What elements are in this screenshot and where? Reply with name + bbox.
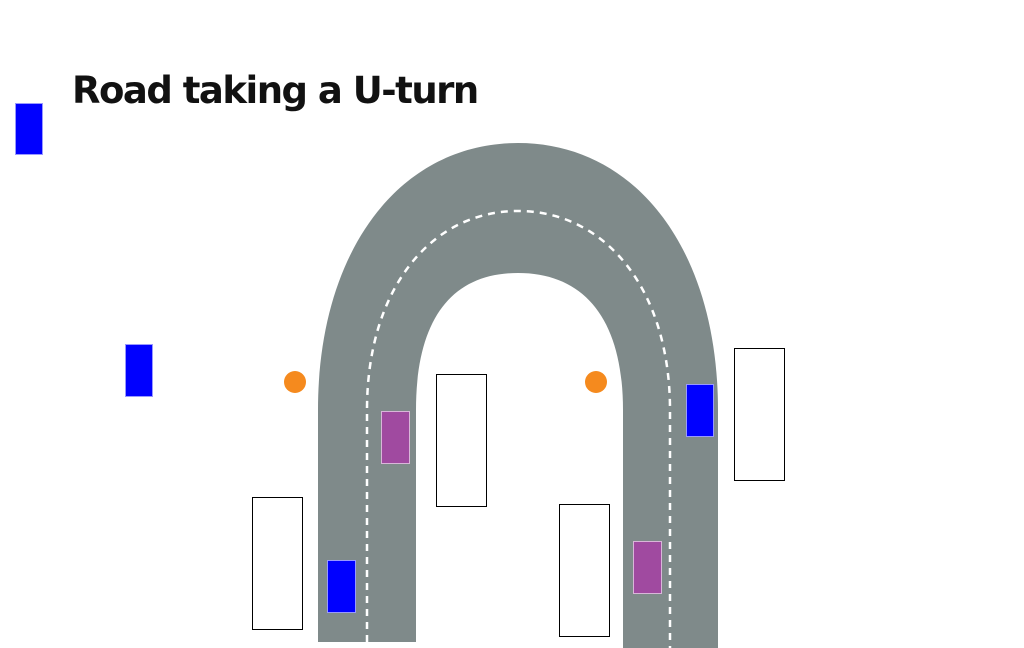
road-surface xyxy=(318,143,718,648)
parking-slot-inner-right[interactable] xyxy=(559,504,610,637)
player-car-left-lane[interactable] xyxy=(327,560,356,613)
traffic-car-right-lane[interactable] xyxy=(633,541,662,594)
parking-slot-inner-left[interactable] xyxy=(436,374,487,507)
lane-divider xyxy=(365,209,672,648)
player-car-legend[interactable] xyxy=(15,103,43,155)
page-title: Road taking a U-turn xyxy=(72,69,479,112)
player-car-left-field[interactable] xyxy=(125,344,153,397)
parking-slot-far-right[interactable] xyxy=(734,348,785,481)
traffic-car-left-lane[interactable] xyxy=(381,411,410,464)
traffic-cone-icon xyxy=(585,371,607,393)
player-car-right-lane[interactable] xyxy=(686,384,714,437)
parking-slot-far-left[interactable] xyxy=(252,497,303,630)
traffic-cone-icon xyxy=(284,371,306,393)
